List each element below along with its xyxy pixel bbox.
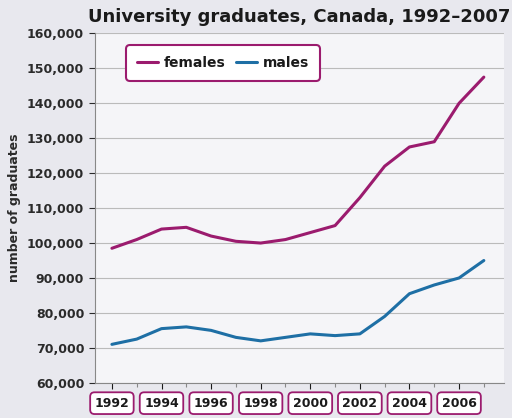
males — [407, 291, 413, 296]
males — [431, 283, 437, 288]
females — [357, 195, 363, 200]
males — [134, 336, 140, 342]
males — [208, 328, 214, 333]
females — [258, 240, 264, 245]
males — [183, 324, 189, 329]
Title: University graduates, Canada, 1992–2007: University graduates, Canada, 1992–2007 — [88, 8, 510, 26]
males — [307, 331, 313, 336]
Y-axis label: number of graduates: number of graduates — [8, 134, 22, 283]
males — [283, 335, 289, 340]
males — [158, 326, 164, 331]
females — [158, 227, 164, 232]
females — [381, 164, 388, 169]
females — [307, 230, 313, 235]
males — [258, 338, 264, 343]
females — [407, 145, 413, 150]
males — [109, 342, 115, 347]
females — [233, 239, 239, 244]
males — [357, 331, 363, 336]
females — [183, 225, 189, 230]
females — [109, 246, 115, 251]
females — [332, 223, 338, 228]
females — [208, 234, 214, 239]
females — [431, 139, 437, 144]
males — [233, 335, 239, 340]
Legend: females, males: females, males — [130, 49, 316, 77]
Line: males: males — [112, 260, 484, 344]
females — [134, 237, 140, 242]
Line: females: females — [112, 77, 484, 248]
females — [456, 101, 462, 106]
males — [381, 314, 388, 319]
males — [332, 333, 338, 338]
females — [481, 74, 487, 79]
males — [481, 258, 487, 263]
males — [456, 275, 462, 280]
females — [283, 237, 289, 242]
